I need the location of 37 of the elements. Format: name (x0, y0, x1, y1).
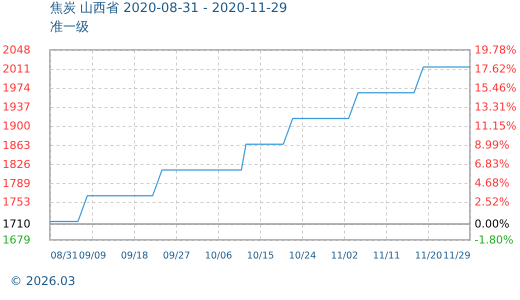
x-tick-label: 09/27 (162, 250, 190, 262)
y2-tick-label: 2.52% (474, 195, 510, 208)
x-tick-label: 11/29 (443, 250, 470, 262)
chart-title: 焦炭 山西省 2020-08-31 - 2020-11-29 (50, 1, 288, 16)
y-tick-label: 1789 (2, 176, 30, 190)
line-series (49, 66, 471, 222)
y-tick-label: 1679 (2, 234, 30, 246)
x-tick-label: 08/31 (50, 250, 78, 262)
y-tick-label: 1710 (2, 218, 30, 231)
y-tick-label: 1900 (2, 120, 30, 133)
x-tick-label: 09/18 (120, 250, 148, 262)
y2-tick-label: 8.99% (474, 138, 510, 152)
y2-tick-label: 19.78% (474, 44, 516, 56)
text: © 2026.03 (10, 274, 76, 288)
y-tick-label: 1826 (2, 158, 30, 171)
y2-tick-label: 11.15% (474, 119, 516, 132)
x-tick-label: 10/15 (246, 250, 274, 262)
y-tick-label: 2048 (2, 44, 30, 56)
y2-tick-label: 6.83% (474, 158, 510, 171)
y-tick-label: 1863 (2, 138, 30, 152)
chart-subtitle: 准一级 (50, 20, 89, 35)
y-tick-label: 2011 (2, 62, 30, 76)
x-tick-label: 09/09 (78, 250, 106, 262)
y-tick-label: 1753 (2, 195, 30, 208)
y2-tick-label: 15.46% (474, 82, 516, 95)
y2-tick-label: 4.68% (474, 176, 510, 190)
y-tick-label: 1974 (2, 82, 30, 95)
x-tick-label: 11/11 (372, 250, 400, 262)
y2-tick-label: 0.00% (474, 218, 510, 231)
x-tick-label: 11/02 (330, 250, 358, 262)
x-tick-label: 10/06 (204, 250, 232, 262)
x-tick-label: 10/24 (288, 250, 316, 262)
y2-tick-label: 13.31% (474, 100, 516, 114)
y2-tick-label: -1.80% (474, 234, 514, 246)
y-tick-label: 1937 (2, 100, 30, 114)
y2-tick-label: 17.62% (474, 62, 516, 76)
x-tick-label: 11/20 (414, 250, 442, 262)
